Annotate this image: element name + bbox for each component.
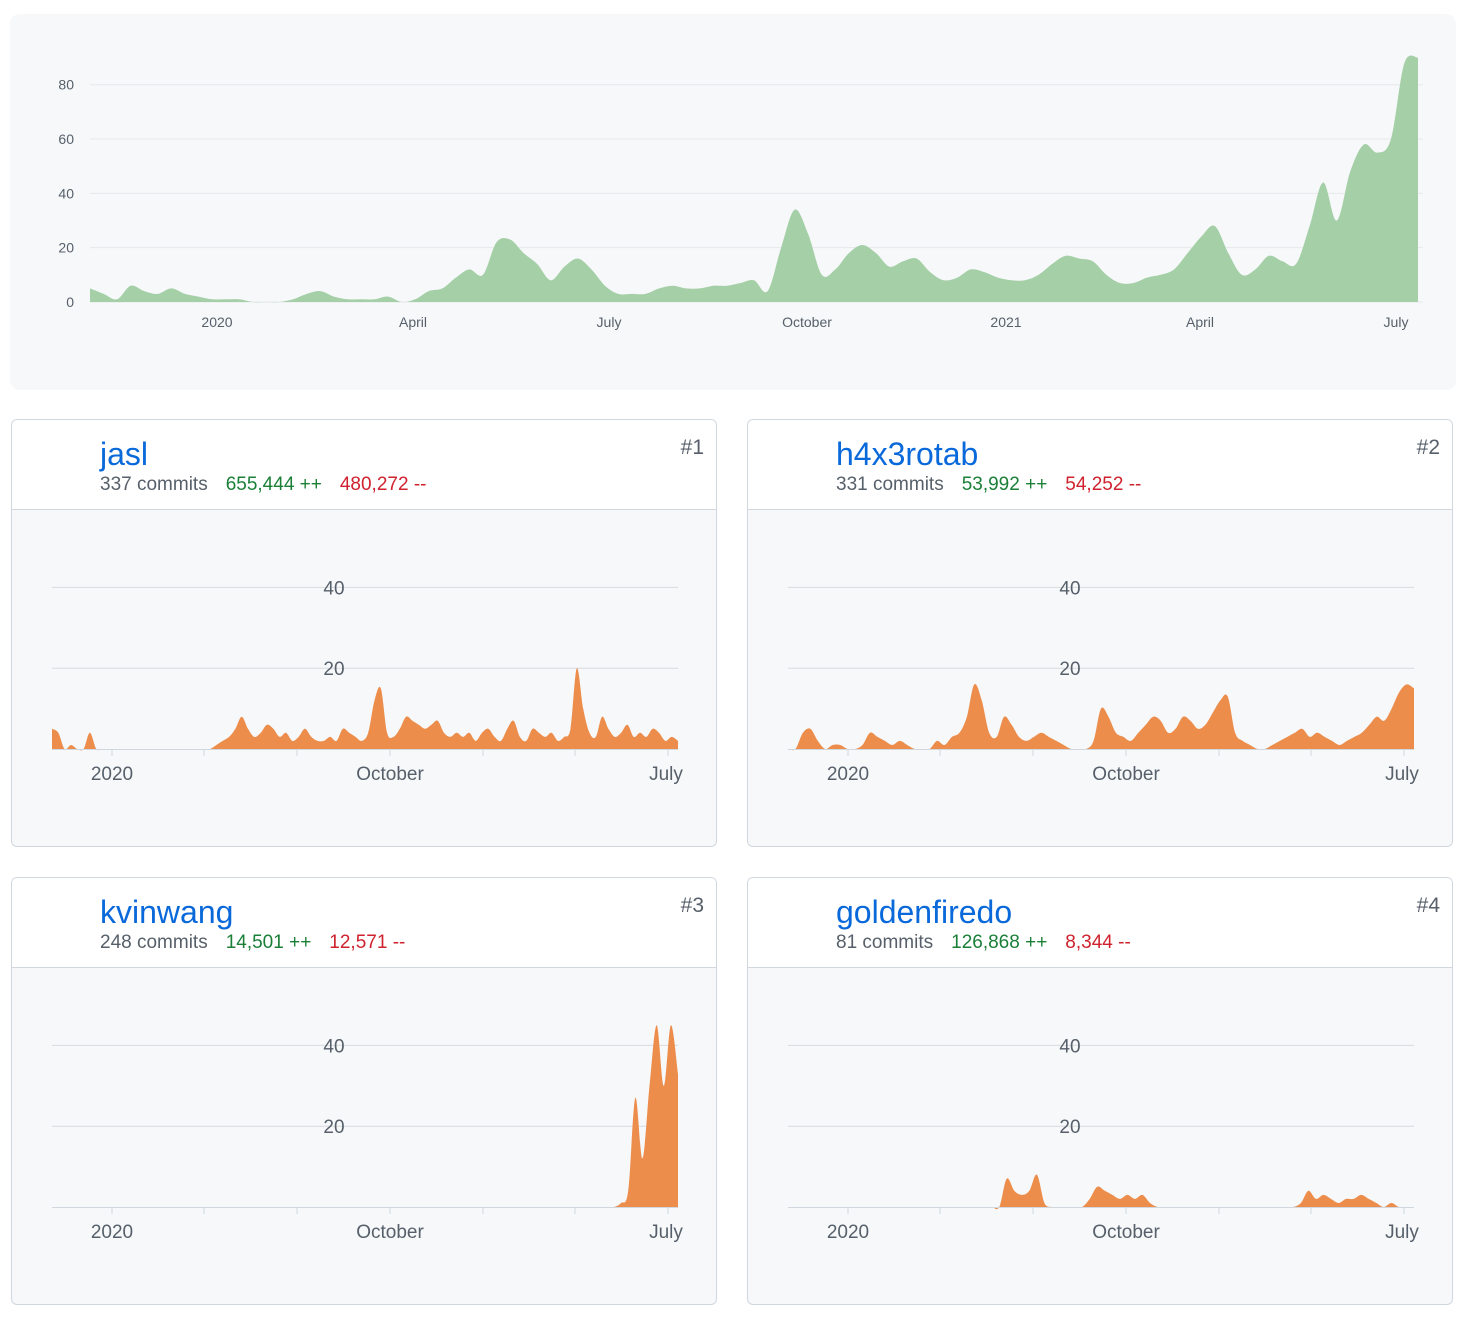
main-x-tick-label: 2020	[201, 314, 232, 330]
contributor-chart: 20 40 2020 October July	[788, 1036, 1419, 1243]
contributor-chart: 20 40 2020 October July	[52, 578, 683, 785]
mini-y-tick-label: 40	[1059, 578, 1080, 599]
contributor-chart: 20 40 2020 October July	[788, 578, 1419, 785]
main-series-area	[90, 55, 1418, 303]
contributor-chart: 20 40 2020 October July	[52, 1025, 683, 1243]
main-y-tick-label: 0	[66, 294, 74, 310]
main-y-tick-label: 60	[58, 131, 74, 147]
contributor-header: h4x3rotab 331 commits 53,992 ++ 54,252 -- …	[748, 420, 1452, 510]
contributor-card: goldenfiredo 81 commits 126,868 ++ 8,344 -…	[747, 877, 1453, 1305]
main-y-tick-label: 40	[58, 185, 74, 201]
commit-count-link[interactable]: 337 commits	[100, 474, 208, 495]
mini-x-tick-label: 2020	[827, 1222, 869, 1243]
mini-x-tick-label: 2020	[91, 764, 133, 785]
contributor-series-area	[788, 683, 1414, 751]
mini-x-tick-label: July	[1385, 764, 1419, 785]
additions-count: 126,868 ++	[951, 932, 1048, 953]
mini-x-tick-label: October	[356, 764, 424, 785]
mini-x-tick-label: July	[1385, 1222, 1419, 1243]
contributor-rank: #3	[680, 894, 704, 917]
contributor-card: jasl 337 commits 655,444 ++ 480,272 -- #1 …	[11, 419, 717, 847]
contributor-stats: 248 commits 14,501 ++ 12,571 --	[100, 932, 405, 954]
mini-x-tick-label: October	[1092, 764, 1160, 785]
mini-x-tick-label: October	[1092, 1222, 1160, 1243]
commit-count-link[interactable]: 331 commits	[836, 474, 944, 495]
contributor-username-link[interactable]: kvinwang	[100, 894, 234, 930]
contributor-series-area	[788, 1174, 1414, 1210]
commit-count-link[interactable]: 81 commits	[836, 932, 934, 953]
main-x-tick-label: 2021	[990, 314, 1021, 330]
additions-count: 14,501 ++	[225, 932, 312, 953]
sketch-portrait-icon[interactable]	[27, 891, 87, 951]
contributor-username-link[interactable]: h4x3rotab	[836, 436, 979, 472]
main-x-tick-label: April	[1186, 314, 1214, 330]
contributor-stats: 81 commits 126,868 ++ 8,344 --	[836, 932, 1131, 954]
contributor-stats: 337 commits 655,444 ++ 480,272 --	[100, 474, 426, 496]
mini-y-tick-label: 40	[323, 578, 344, 599]
mini-x-tick-label: July	[649, 1222, 683, 1243]
mini-y-tick-label: 20	[1059, 1117, 1080, 1138]
main-x-tick-label: July	[1384, 314, 1409, 330]
mini-x-tick-label: 2020	[91, 1222, 133, 1243]
cat-icon[interactable]	[763, 433, 823, 493]
mini-y-tick-label: 40	[323, 1036, 344, 1057]
deletions-count: 480,272 --	[339, 474, 427, 495]
deletions-count: 54,252 --	[1065, 474, 1142, 495]
main-y-tick-label: 20	[58, 240, 74, 256]
contributor-username-link[interactable]: jasl	[100, 436, 149, 472]
main-x-tick-label: October	[782, 314, 832, 330]
contributor-rank: #4	[1416, 894, 1440, 917]
contributor-card: h4x3rotab 331 commits 53,992 ++ 54,252 -- …	[747, 419, 1453, 847]
contributor-header: jasl 337 commits 655,444 ++ 480,272 -- #1	[12, 420, 716, 510]
mini-y-tick-label: 40	[1059, 1036, 1080, 1057]
contributor-header: goldenfiredo 81 commits 126,868 ++ 8,344 -…	[748, 878, 1452, 968]
main-chart-svg: 0 20 40 60 80 2020 April July October 2021 April Ju…	[58, 55, 1423, 330]
contributor-rank: #1	[680, 436, 704, 459]
commits-over-time-chart: 0 20 40 60 80 2020 April July October 2021 April Ju…	[10, 14, 1456, 390]
commit-count-link[interactable]: 248 commits	[100, 932, 208, 953]
additions-count: 655,444 ++	[225, 474, 322, 495]
deletions-count: 8,344 --	[1065, 932, 1131, 953]
mini-x-tick-label: July	[649, 764, 683, 785]
mini-y-tick-label: 20	[1059, 659, 1080, 680]
deletions-count: 12,571 --	[329, 932, 406, 953]
portrait-icon[interactable]	[27, 433, 87, 493]
contributor-stats: 331 commits 53,992 ++ 54,252 --	[836, 474, 1141, 496]
mini-y-tick-label: 20	[323, 1117, 344, 1138]
black-cat-icon[interactable]	[763, 891, 823, 951]
contributor-card: kvinwang 248 commits 14,501 ++ 12,571 -- #…	[11, 877, 717, 1305]
mini-x-tick-label: 2020	[827, 764, 869, 785]
mini-y-tick-label: 20	[323, 659, 344, 680]
contributor-header: kvinwang 248 commits 14,501 ++ 12,571 -- #…	[12, 878, 716, 968]
main-y-tick-label: 80	[58, 77, 74, 93]
contributor-username-link[interactable]: goldenfiredo	[836, 894, 1013, 930]
main-x-tick-label: April	[399, 314, 427, 330]
contributor-series-area	[52, 667, 678, 751]
additions-count: 53,992 ++	[961, 474, 1048, 495]
main-x-tick-label: July	[597, 314, 622, 330]
contributor-series-area	[52, 1025, 678, 1208]
mini-x-tick-label: October	[356, 1222, 424, 1243]
contributor-rank: #2	[1416, 436, 1440, 459]
